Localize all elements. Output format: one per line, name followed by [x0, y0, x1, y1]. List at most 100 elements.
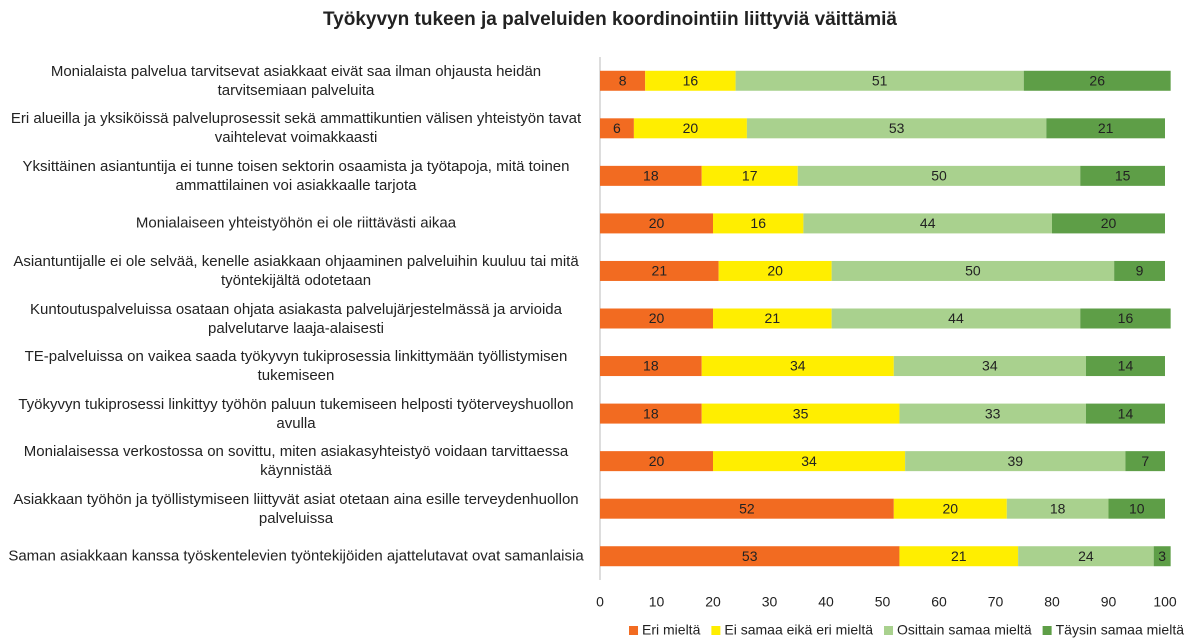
- bar-segment: [1046, 118, 1165, 139]
- bar-segment: [905, 451, 1126, 472]
- legend-label: Ei samaa eikä eri mieltä: [724, 622, 873, 638]
- y-tick-label: Kuntoutuspalveluissa osataan ohjata asia…: [30, 300, 562, 337]
- legend-marker: [1042, 626, 1052, 635]
- data-label: 14: [1118, 405, 1134, 421]
- bar-segment: [600, 165, 702, 186]
- bar-segment: [1023, 70, 1171, 91]
- data-label: 8: [619, 72, 627, 88]
- data-label: 3: [1158, 548, 1166, 564]
- x-tick-label: 100: [1153, 594, 1177, 610]
- data-label: 50: [965, 263, 981, 279]
- data-label: 16: [683, 72, 699, 88]
- bar-segment: [797, 165, 1081, 186]
- legend-marker: [629, 626, 639, 635]
- data-label: 14: [1118, 358, 1134, 374]
- data-label: 10: [1129, 500, 1145, 516]
- bar-segment: [600, 546, 900, 567]
- data-label: 7: [1141, 453, 1149, 469]
- data-label: 33: [985, 405, 1001, 421]
- data-label: 18: [1050, 500, 1066, 516]
- data-label: 53: [889, 120, 905, 136]
- data-label: 51: [872, 72, 888, 88]
- bar-segment: [600, 308, 713, 329]
- data-label: 9: [1136, 263, 1144, 279]
- data-label: 20: [1101, 215, 1117, 231]
- data-label: 21: [652, 263, 668, 279]
- bar-segment: [1114, 260, 1165, 281]
- y-tick-label: Työkyvyn tukiprosessi linkittyy työhön p…: [18, 395, 574, 432]
- bar-segment: [1006, 498, 1109, 519]
- data-label: 44: [948, 310, 964, 326]
- data-label: 34: [790, 358, 806, 374]
- bar-segment: [1085, 403, 1165, 424]
- data-label: 6: [613, 120, 621, 136]
- data-label: 18: [643, 358, 659, 374]
- data-label: 20: [683, 120, 699, 136]
- y-tick-label: Monialaiseen yhteistyöhön ei ole riittäv…: [135, 214, 457, 232]
- legend-label: Täysin samaa mieltä: [1056, 622, 1185, 638]
- x-tick-label: 50: [875, 594, 891, 610]
- bar-segment: [1018, 546, 1154, 567]
- bar-segment: [600, 403, 702, 424]
- y-tick-label: Monialaisessa verkostossa on sovittu, mi…: [23, 443, 569, 480]
- legend-marker: [884, 626, 893, 635]
- bar-segment: [1080, 308, 1171, 329]
- data-label: 20: [649, 453, 665, 469]
- x-tick-label: 40: [818, 594, 834, 610]
- bar-segment: [600, 451, 713, 472]
- bar-segment: [600, 70, 646, 91]
- bar-segment: [600, 118, 634, 139]
- bar-segment: [645, 70, 736, 91]
- data-label: 20: [767, 263, 783, 279]
- data-label: 16: [750, 215, 766, 231]
- data-label: 39: [1007, 453, 1023, 469]
- data-label: 26: [1089, 72, 1105, 88]
- data-label: 18: [643, 168, 659, 184]
- bar-segment: [701, 165, 798, 186]
- bar-segment: [899, 546, 1019, 567]
- data-label: 21: [765, 310, 781, 326]
- bar-segment: [600, 213, 713, 234]
- data-label: 21: [951, 548, 967, 564]
- x-tick-label: 30: [762, 594, 778, 610]
- x-tick-label: 0: [596, 594, 604, 610]
- bar-segment: [600, 498, 894, 519]
- bar-segment: [893, 498, 1007, 519]
- legend-marker: [711, 626, 721, 635]
- y-tick-label: Eri alueilla ja yksiköissä palveluproses…: [10, 110, 582, 147]
- bar-segment: [600, 260, 719, 281]
- data-label: 34: [982, 358, 998, 374]
- chart-title: Työkyvyn tukeen ja palveluiden koordinoi…: [323, 9, 897, 30]
- bar-segment: [718, 260, 832, 281]
- bar-segment: [1153, 546, 1171, 567]
- bar-segment: [899, 403, 1086, 424]
- data-label: 21: [1098, 120, 1114, 136]
- bar-segment: [713, 213, 804, 234]
- bar-segment: [1085, 356, 1165, 377]
- bar-segment: [831, 308, 1081, 329]
- y-tick-label: Saman asiakkaan kanssa työskentelevien t…: [8, 547, 584, 565]
- data-label: 15: [1115, 168, 1131, 184]
- bar-segment: [701, 403, 900, 424]
- data-label: 16: [1118, 310, 1134, 326]
- bar-segment: [803, 213, 1052, 234]
- y-tick-label: Monialaista palvelua tarvitsevat asiakka…: [50, 62, 542, 99]
- x-tick-label: 20: [705, 594, 721, 610]
- data-label: 20: [649, 215, 665, 231]
- bar-segment: [746, 118, 1047, 139]
- data-label: 34: [801, 453, 817, 469]
- legend-label: Osittain samaa mieltä: [897, 622, 1032, 638]
- x-tick-label: 90: [1101, 594, 1117, 610]
- x-tick-label: 80: [1044, 594, 1060, 610]
- bar-segment: [1080, 165, 1165, 186]
- y-tick-label: TE-palveluissa on vaikea saada työkyvyn …: [24, 348, 568, 385]
- bar-segment: [893, 356, 1086, 377]
- data-label: 18: [643, 405, 659, 421]
- x-tick-label: 60: [931, 594, 947, 610]
- data-label: 53: [742, 548, 758, 564]
- bar-segment: [713, 451, 906, 472]
- bar-segment: [735, 70, 1024, 91]
- x-tick-label: 10: [649, 594, 665, 610]
